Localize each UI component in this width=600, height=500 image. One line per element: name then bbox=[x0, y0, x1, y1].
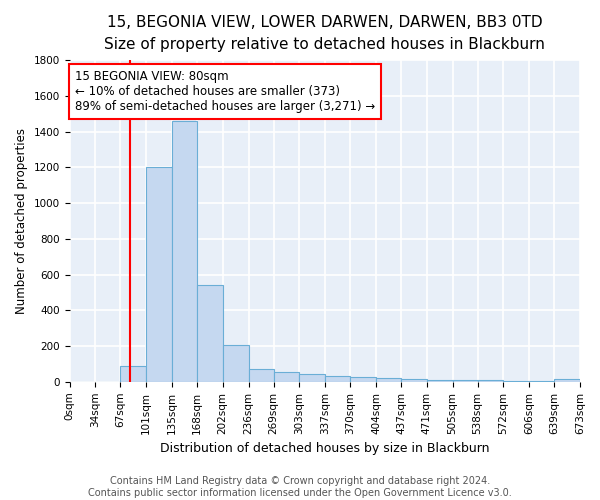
Bar bbox=[146, 168, 172, 382]
Bar bbox=[427, 380, 452, 382]
Text: 15 BEGONIA VIEW: 80sqm
← 10% of detached houses are smaller (373)
89% of semi-de: 15 BEGONIA VIEW: 80sqm ← 10% of detached… bbox=[74, 70, 375, 113]
Bar bbox=[274, 372, 299, 382]
Bar bbox=[401, 379, 427, 382]
Bar bbox=[223, 345, 248, 382]
Title: 15, BEGONIA VIEW, LOWER DARWEN, DARWEN, BB3 0TD
Size of property relative to det: 15, BEGONIA VIEW, LOWER DARWEN, DARWEN, … bbox=[104, 15, 545, 52]
Bar bbox=[350, 378, 376, 382]
Bar bbox=[197, 286, 223, 382]
X-axis label: Distribution of detached houses by size in Blackburn: Distribution of detached houses by size … bbox=[160, 442, 490, 455]
Y-axis label: Number of detached properties: Number of detached properties bbox=[15, 128, 28, 314]
Bar bbox=[299, 374, 325, 382]
Bar bbox=[376, 378, 401, 382]
Bar bbox=[325, 376, 350, 382]
Text: Contains HM Land Registry data © Crown copyright and database right 2024.
Contai: Contains HM Land Registry data © Crown c… bbox=[88, 476, 512, 498]
Bar bbox=[503, 381, 529, 382]
Bar bbox=[554, 379, 580, 382]
Bar bbox=[172, 121, 197, 382]
Bar bbox=[248, 370, 274, 382]
Bar bbox=[478, 380, 503, 382]
Bar bbox=[452, 380, 478, 382]
Bar bbox=[121, 366, 146, 382]
Bar bbox=[529, 381, 554, 382]
